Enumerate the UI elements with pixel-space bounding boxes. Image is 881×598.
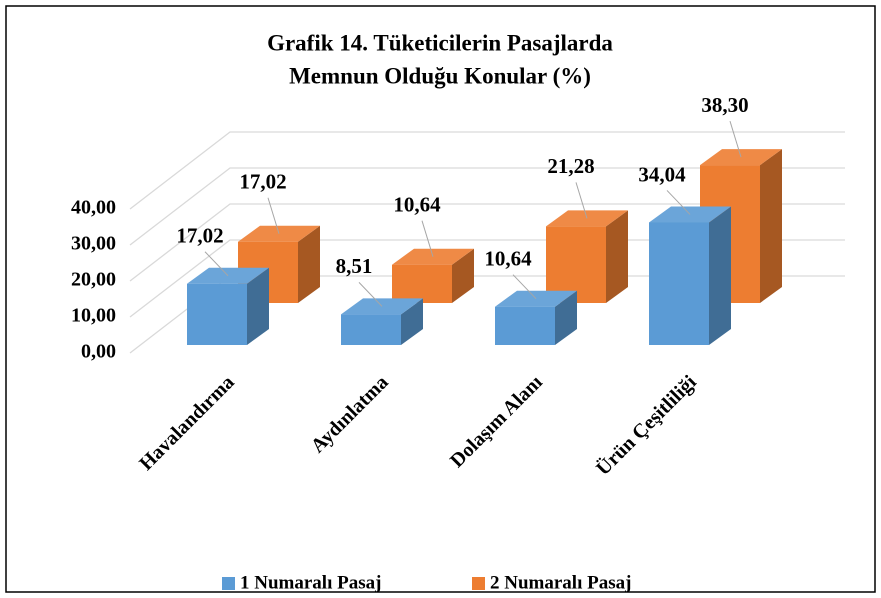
- data-label: 17,02: [176, 224, 223, 248]
- data-label: 21,28: [547, 154, 594, 178]
- y-tick-label: 10,00: [71, 305, 116, 327]
- bar-front: [495, 306, 555, 345]
- data-label: 10,64: [484, 247, 532, 271]
- chart-title: Memnun Olduğu Konular (%): [289, 63, 591, 88]
- bar-side: [606, 210, 628, 303]
- bar-side: [452, 248, 474, 303]
- legend-label: 1 Numaralı Pasaj: [240, 572, 381, 593]
- bar-side: [298, 225, 320, 303]
- data-label: 17,02: [239, 170, 286, 194]
- leader-line: [204, 251, 229, 277]
- bar-side: [760, 149, 782, 303]
- bar-front: [546, 226, 606, 303]
- bar-front: [649, 222, 709, 345]
- leader-line: [666, 190, 691, 215]
- leader-line: [421, 220, 434, 257]
- y-tick-label: 40,00: [71, 197, 116, 219]
- leader-line: [512, 274, 537, 300]
- data-label: 34,04: [638, 162, 686, 186]
- bar: [649, 206, 731, 345]
- bar-front: [392, 264, 452, 303]
- bar-front: [187, 283, 247, 345]
- y-tick-label: 20,00: [71, 269, 116, 291]
- data-label: 10,64: [393, 193, 441, 217]
- bar: [495, 290, 577, 345]
- chart-title: Grafik 14. Tüketicilerin Pasajlarda: [267, 30, 613, 55]
- leader-line: [729, 120, 742, 158]
- bar-side: [709, 206, 731, 345]
- bar-front: [341, 314, 401, 345]
- bar-side: [555, 290, 577, 345]
- legend-swatch: [472, 577, 485, 590]
- y-tick-label: 0,00: [81, 341, 116, 363]
- bar-side: [401, 298, 423, 345]
- data-label: 8,51: [336, 254, 373, 278]
- bar: [341, 298, 423, 345]
- y-tick-label: 30,00: [71, 233, 116, 255]
- leader-line: [267, 197, 280, 234]
- bar: [392, 248, 474, 303]
- data-label: 38,30: [701, 93, 748, 117]
- grid-line: [129, 131, 845, 210]
- legend-label: 2 Numaralı Pasaj: [490, 572, 631, 593]
- grid-line: [129, 239, 845, 318]
- bar: [187, 267, 269, 345]
- bar-side: [247, 267, 269, 345]
- grid-line: [129, 167, 845, 246]
- leader-line: [575, 182, 588, 219]
- grid-line: [129, 203, 845, 282]
- leader-line: [358, 282, 383, 307]
- legend-swatch: [222, 577, 235, 590]
- bar: [546, 210, 628, 303]
